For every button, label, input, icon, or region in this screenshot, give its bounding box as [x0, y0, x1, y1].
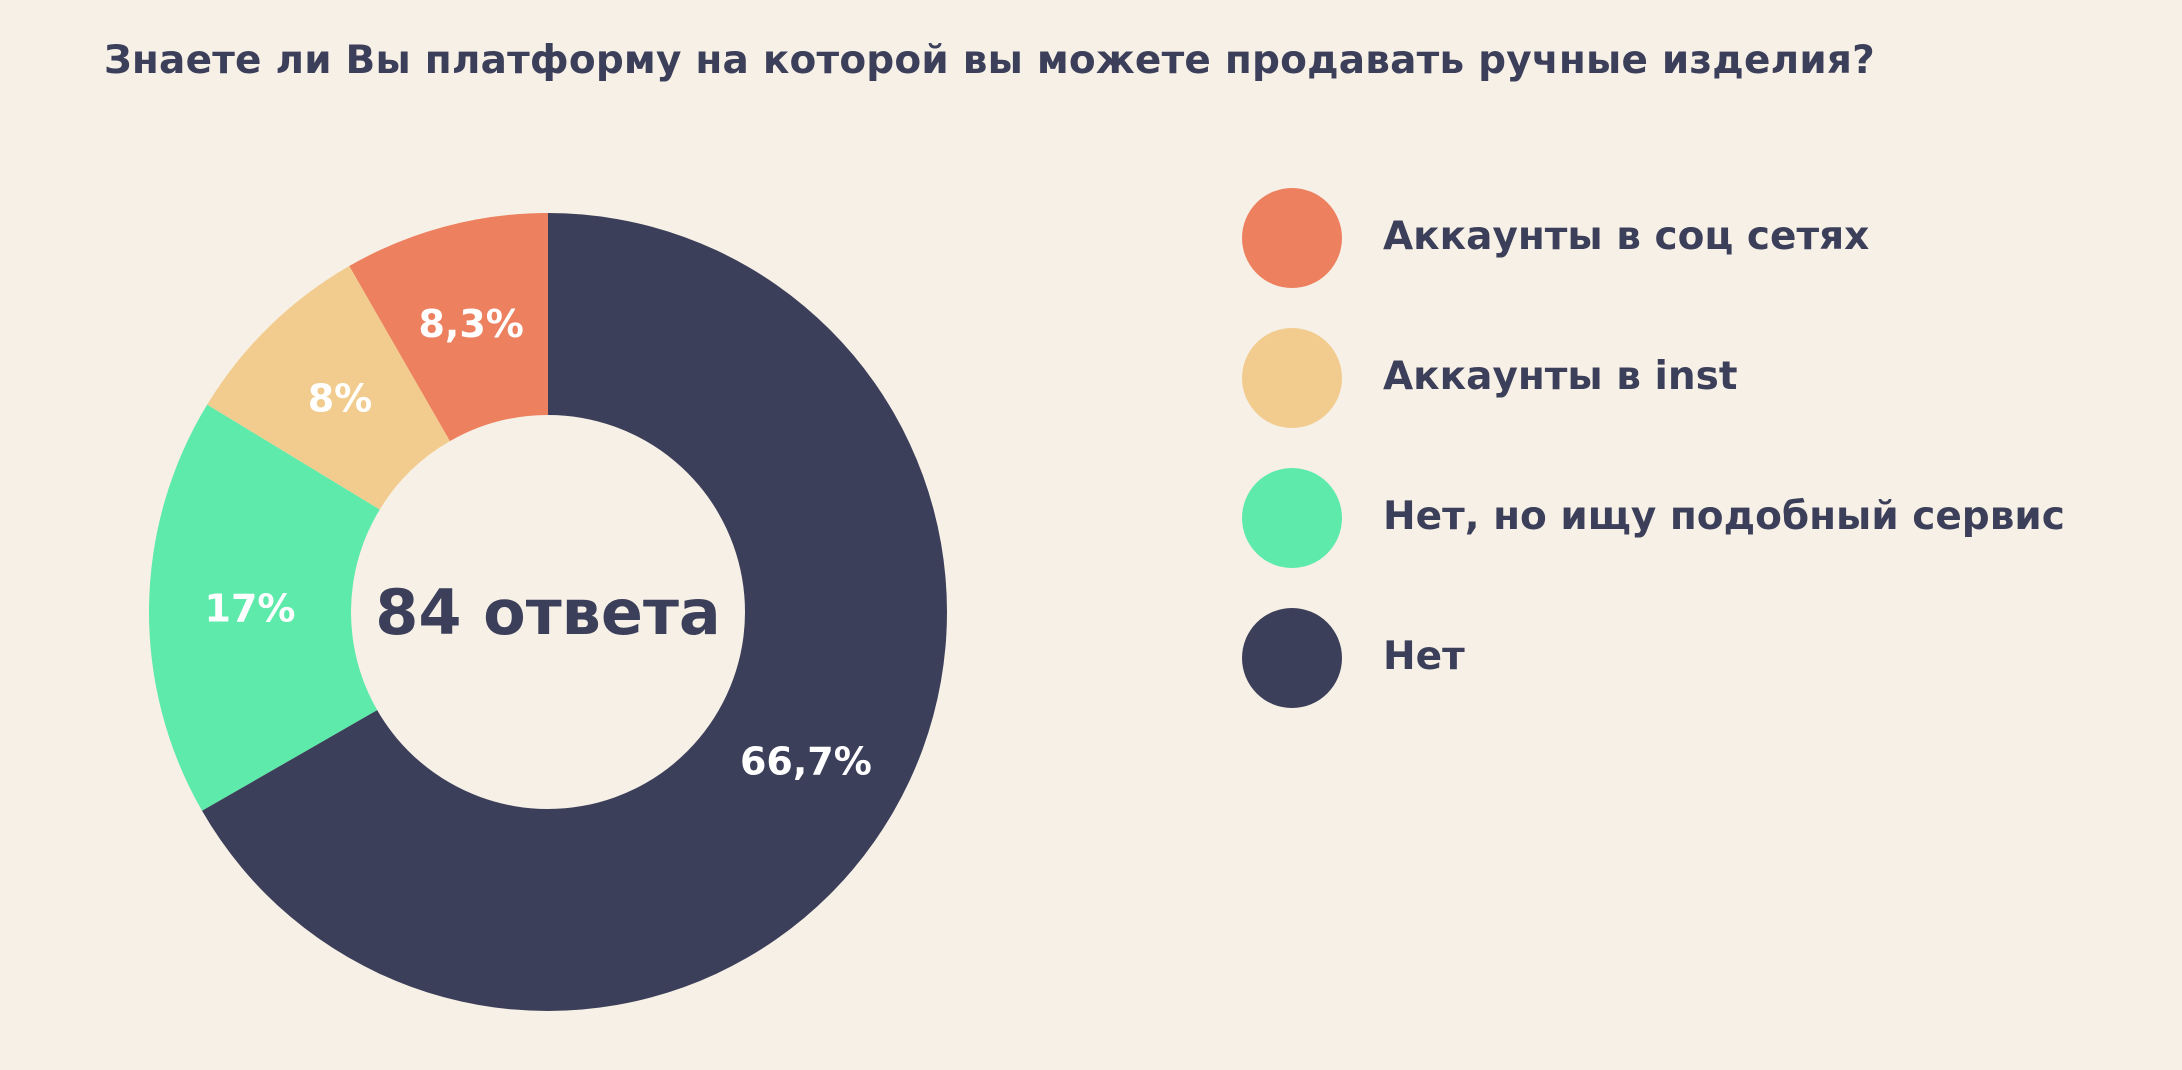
donut-slice-4 — [202, 213, 947, 1011]
donut-slice-2 — [207, 266, 450, 510]
legend-swatch — [1242, 188, 1342, 288]
slice-label-4: 66,7% — [740, 739, 872, 783]
legend-label: Нет, но ищу подобный сервис — [1383, 494, 2065, 539]
donut-slice-3 — [149, 404, 380, 811]
legend-label: Аккаунты в inst — [1383, 354, 1738, 399]
legend-label: Аккаунты в соц сетях — [1383, 214, 1870, 259]
donut-slice-1 — [349, 213, 548, 442]
slice-label-3: 17% — [205, 586, 296, 630]
chart-title: Знаете ли Вы платформу на которой вы мож… — [104, 38, 1875, 83]
slice-label-2: 8% — [308, 377, 373, 421]
donut-slices — [149, 213, 947, 1011]
legend-swatch — [1242, 328, 1342, 428]
legend-label: Нет — [1383, 634, 1465, 679]
legend-swatch — [1242, 608, 1342, 708]
slice-label-1: 8,3% — [418, 302, 523, 346]
donut-chart: 8,3% 8% 17% 66,7% 84 ответа — [149, 213, 947, 1011]
center-label: 84 ответа — [375, 576, 720, 649]
legend-swatch — [1242, 468, 1342, 568]
donut-slice-labels: 8,3% 8% 17% 66,7% — [205, 302, 872, 783]
